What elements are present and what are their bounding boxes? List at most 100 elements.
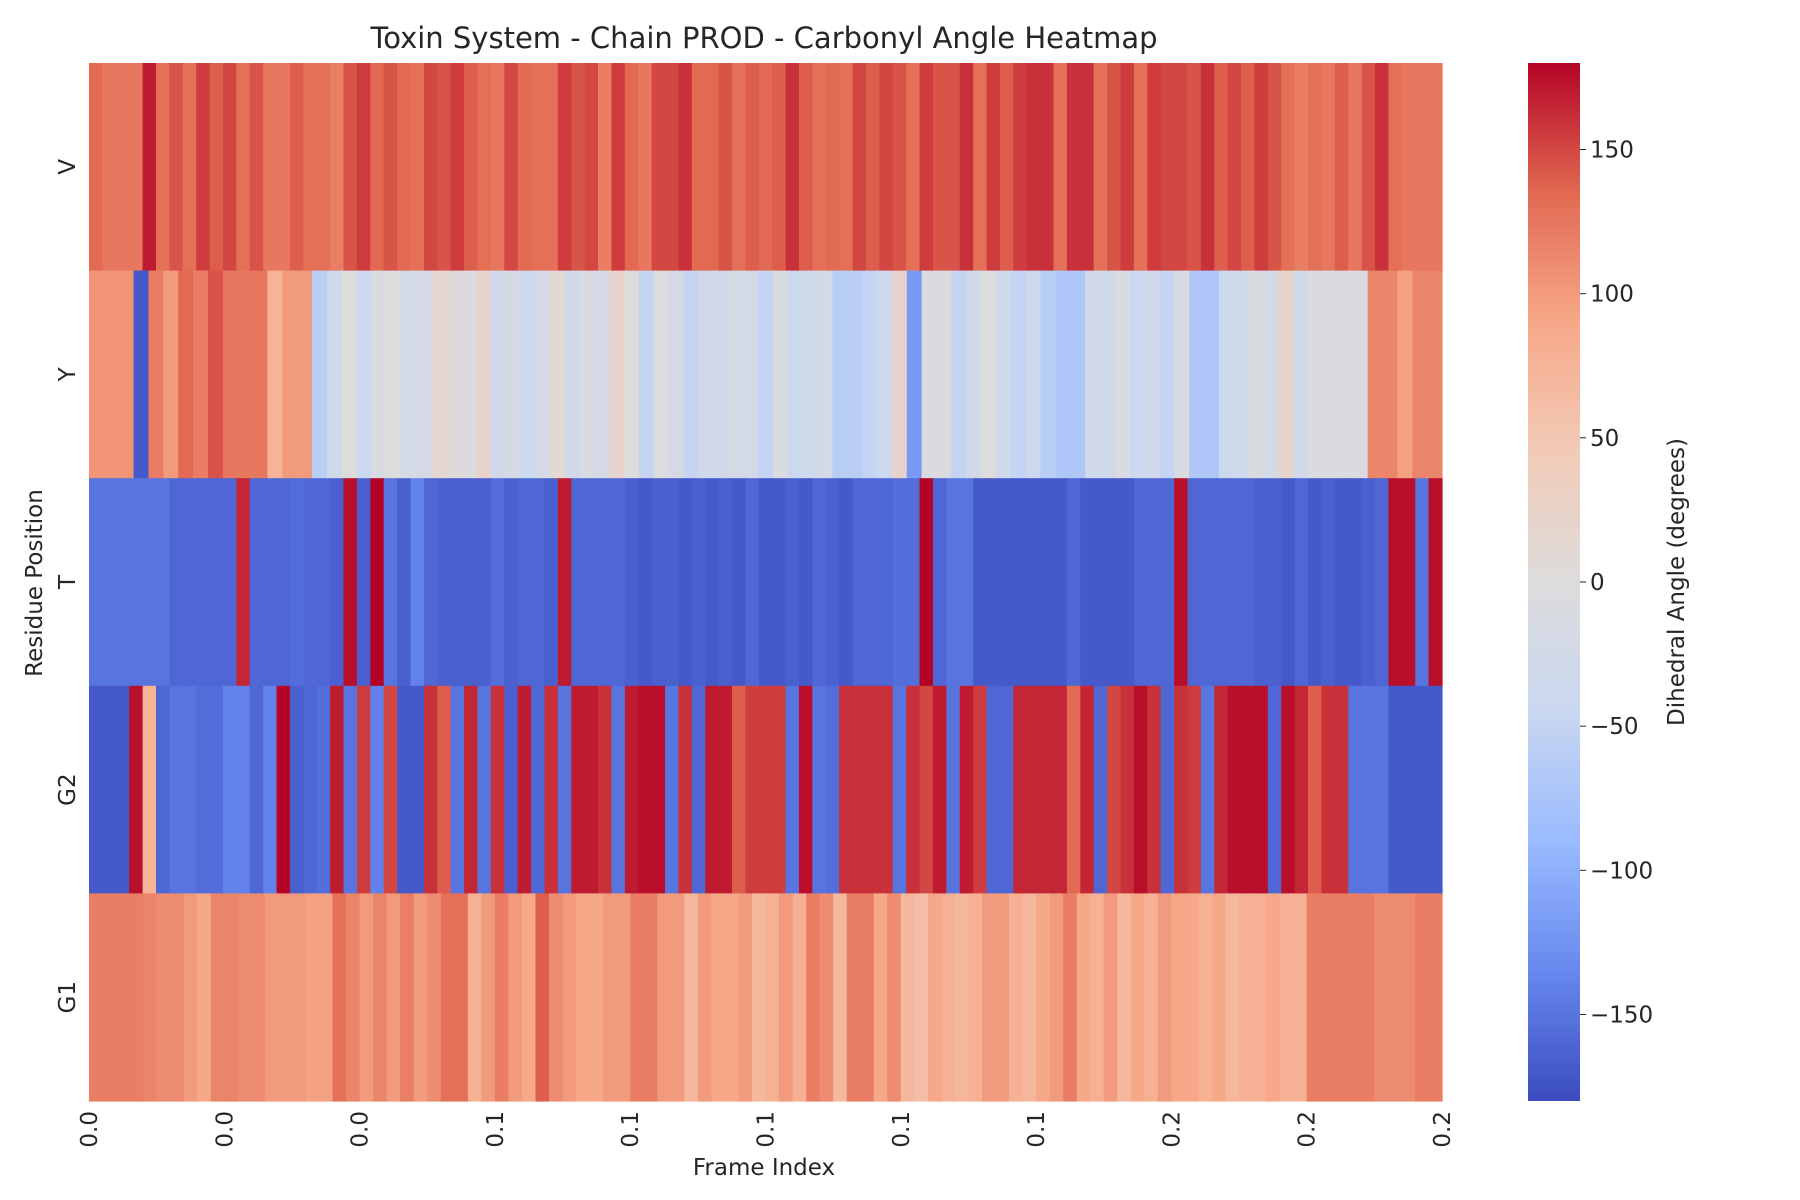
heatmap-cell — [1040, 270, 1057, 479]
heatmap-cell — [155, 63, 170, 272]
heatmap-cell — [865, 63, 880, 272]
heatmap-cell — [1254, 685, 1269, 894]
heatmap-cell — [129, 478, 144, 687]
heatmap-cell — [584, 478, 599, 687]
heatmap-cell — [89, 270, 105, 479]
heatmap-cell — [1100, 270, 1116, 479]
heatmap-cell — [291, 893, 307, 1102]
heatmap-cell — [209, 63, 224, 272]
heatmap-cell — [1214, 478, 1229, 687]
heatmap-cell — [1147, 685, 1162, 894]
heatmap-cell — [651, 63, 666, 272]
heatmap-cell — [941, 893, 956, 1102]
heatmap-cell — [508, 893, 523, 1102]
heatmap-cell — [1308, 478, 1323, 687]
heatmap-cell — [549, 893, 564, 1102]
heatmap-cell — [115, 63, 130, 272]
heatmap-cell — [182, 685, 197, 894]
heatmap-cell — [400, 893, 415, 1102]
heatmap-cell — [297, 270, 313, 479]
heatmap-cell — [102, 893, 117, 1102]
heatmap-cell — [1120, 63, 1135, 272]
heatmap-cell — [691, 685, 706, 894]
heatmap-cell — [758, 685, 773, 894]
heatmap-cell — [371, 270, 387, 479]
heatmap-cell — [249, 63, 264, 272]
heatmap-cell — [319, 893, 334, 1102]
heatmap-cell — [549, 270, 566, 479]
x-tick-label: 0.2 — [1295, 1111, 1321, 1148]
y-tick-label: G2 — [55, 773, 81, 805]
heatmap-cell — [1187, 685, 1202, 894]
heatmap-cell — [579, 270, 596, 479]
heatmap-cell — [745, 63, 760, 272]
heatmap-cell — [1241, 685, 1256, 894]
heatmap-cell — [370, 685, 385, 894]
heatmap-cell — [999, 478, 1014, 687]
heatmap-cell — [1361, 685, 1376, 894]
heatmap-cell — [356, 270, 373, 479]
heatmap-cell — [383, 685, 398, 894]
heatmap-cell — [182, 478, 197, 687]
heatmap-cell — [410, 63, 425, 272]
heatmap-cell — [1348, 63, 1363, 272]
heatmap-cell — [222, 63, 237, 272]
heatmap-cell — [1198, 893, 1213, 1102]
heatmap-cell — [1120, 685, 1135, 894]
heatmap-cell — [611, 63, 626, 272]
x-tick-label: 0.1 — [889, 1111, 915, 1148]
heatmap-cell — [89, 893, 104, 1102]
heatmap-cell — [460, 270, 477, 479]
heatmap-cell — [584, 63, 599, 272]
heatmap-cell — [169, 478, 184, 687]
heatmap-cell — [370, 478, 385, 687]
heatmap-cell — [1281, 478, 1296, 687]
heatmap-cell — [445, 270, 462, 479]
heatmap-cell — [798, 685, 813, 894]
heatmap-cell — [356, 478, 371, 687]
heatmap-cell — [326, 270, 343, 479]
colorbar-tick-label: 150 — [1590, 138, 1634, 164]
heatmap-cell — [1009, 893, 1024, 1102]
heatmap-cell — [370, 63, 385, 272]
heatmap-cell — [705, 478, 720, 687]
heatmap-cell — [196, 63, 211, 272]
heatmap-cell — [638, 685, 653, 894]
heatmap-cell — [594, 270, 610, 479]
heatmap-cell — [697, 893, 712, 1102]
heatmap-cell — [865, 685, 880, 894]
heatmap-cell — [103, 270, 120, 479]
heatmap-cell — [624, 478, 639, 687]
heatmap-cell — [520, 270, 536, 479]
heatmap-cell — [718, 63, 733, 272]
heatmap-cell — [1129, 270, 1146, 479]
heatmap-cell — [207, 270, 224, 479]
heatmap-cell — [1013, 63, 1028, 272]
heatmap-cell — [1130, 893, 1145, 1102]
heatmap-cell — [383, 478, 398, 687]
heatmap-cell — [1120, 478, 1135, 687]
y-axis-tick-labels: V Y T G2 G1 — [55, 159, 81, 1014]
heatmap-cell — [1382, 270, 1398, 479]
heatmap-cell — [557, 685, 572, 894]
heatmap-cell — [464, 478, 479, 687]
colorbar-tick-label: −100 — [1590, 858, 1653, 884]
heatmap-cell — [1321, 685, 1336, 894]
y-axis-label: Residue Position — [22, 489, 48, 677]
heatmap-cell — [490, 270, 506, 479]
heatmap-cell — [222, 685, 237, 894]
heatmap-cell — [356, 63, 371, 272]
heatmap-cell — [1227, 685, 1242, 894]
heatmap-cell — [624, 685, 639, 894]
heatmap-cell — [1334, 685, 1349, 894]
heatmap-cell — [1225, 893, 1240, 1102]
heatmap-cell — [129, 685, 144, 894]
heatmap-cell — [668, 270, 685, 479]
heatmap-cell — [373, 893, 388, 1102]
heatmap-cell — [1053, 685, 1068, 894]
heatmap-cell — [839, 478, 854, 687]
heatmap-cell — [1025, 270, 1042, 479]
heatmap-cell — [638, 63, 653, 272]
heatmap-cell — [846, 893, 861, 1102]
heatmap-cell — [454, 893, 469, 1102]
